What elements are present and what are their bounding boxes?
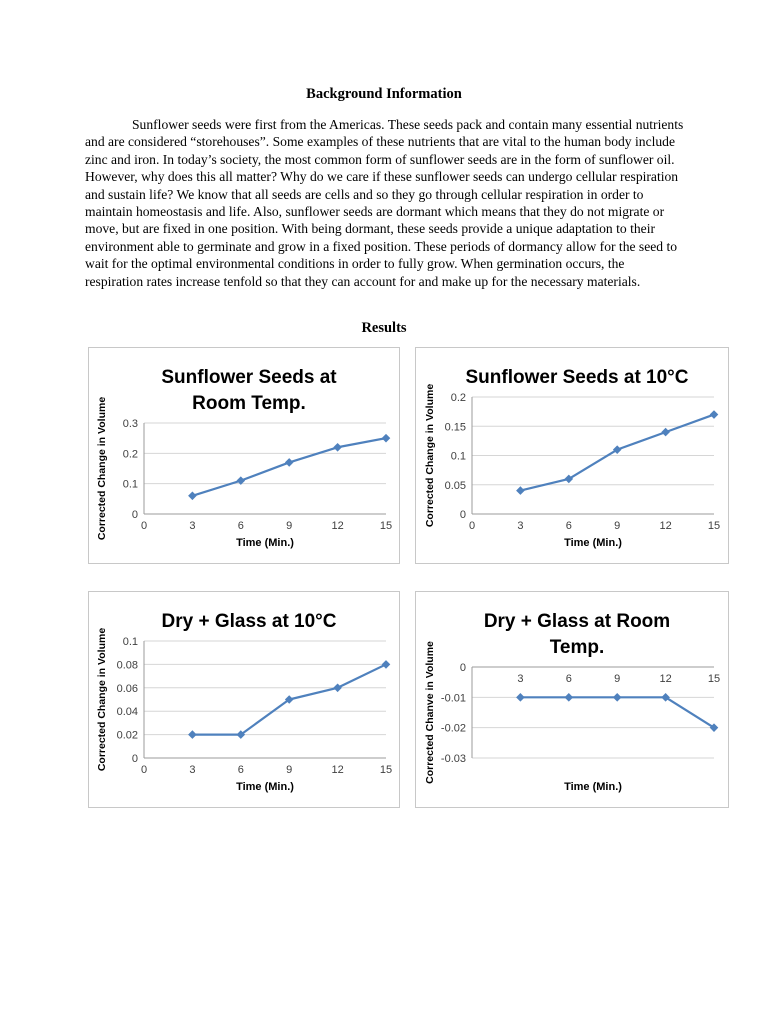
chart-title: Dry + Glass at 10°C <box>162 611 337 632</box>
x-axis-title: Time (Min.) <box>564 537 622 549</box>
chart-title: Sunflower Seeds at <box>161 367 337 388</box>
x-tick-label: 6 <box>238 520 244 532</box>
y-tick-label: -0.02 <box>441 723 466 735</box>
x-tick-label: 15 <box>708 673 720 685</box>
chart-canvas: Dry + Glass at 10°C 0 0.02 0.04 0.06 0.08 0.1 0… <box>96 611 392 793</box>
x-tick-label: 15 <box>380 764 392 776</box>
data-point-marker <box>516 486 525 495</box>
chart-dry-glass-room-temp: Dry + Glass at Room Temp. 0 -0.01 -0.02 -0.03… <box>415 590 729 808</box>
x-tick-label: 3 <box>517 520 523 532</box>
data-point-marker <box>381 660 391 669</box>
y-tick-label: 0 <box>460 662 466 674</box>
data-point-marker <box>381 433 391 443</box>
data-line <box>520 696 715 729</box>
background-information-heading: Background Information <box>306 86 462 102</box>
x-tick-label: 12 <box>331 520 343 532</box>
x-tick-label: 12 <box>659 520 671 532</box>
x-tick-label: 6 <box>566 520 572 532</box>
y-tick-label: 0 <box>132 753 138 765</box>
x-tick-label: 12 <box>659 673 671 685</box>
x-tick-label: 9 <box>286 764 292 776</box>
x-axis-title: Time (Min.) <box>236 537 294 549</box>
data-point-marker <box>333 442 342 452</box>
data-point-marker <box>236 476 246 485</box>
x-axis-title: Time (Min.) <box>564 781 622 793</box>
charts-grid: Sunflower Seeds at Room Temp. 0 0.1 0.2 0.3 0 3… <box>88 346 768 808</box>
y-axis-title: Corrected Chanve in Volume <box>424 641 436 784</box>
data-point-marker <box>333 683 342 693</box>
x-tick-label: 15 <box>708 520 720 532</box>
chart-canvas: Dry + Glass at Room Temp. 0 -0.01 -0.02 -0.03… <box>424 611 720 793</box>
data-point-marker <box>612 692 622 702</box>
results-heading: Results <box>361 319 407 336</box>
data-point-marker <box>709 723 719 732</box>
data-point-marker <box>612 445 622 454</box>
y-tick-label: 0.08 <box>117 659 138 671</box>
chart-canvas: Sunflower Seeds at 10°C 0 0.05 0.1 0.15 0.2 0 3… <box>424 367 720 549</box>
data-point-marker <box>564 692 574 702</box>
y-tick-label: -0.01 <box>441 692 466 704</box>
x-tick-label: 0 <box>141 520 147 532</box>
y-tick-label: 0.1 <box>123 479 138 491</box>
y-tick-label: 0.02 <box>117 730 138 742</box>
x-tick-label: 3 <box>189 764 195 776</box>
y-tick-label: 0.1 <box>451 450 466 462</box>
y-axis-title: Corrected Change in Volume <box>96 397 108 540</box>
data-point-marker <box>236 730 246 739</box>
data-point-marker <box>564 474 574 484</box>
x-tick-label: 6 <box>566 673 572 685</box>
chart-title: Dry + Glass at Room <box>484 611 670 632</box>
data-point-marker <box>709 410 719 419</box>
y-tick-label: -0.03 <box>441 753 466 765</box>
y-tick-label: 0.06 <box>117 683 138 695</box>
data-point-marker <box>661 692 670 702</box>
x-tick-label: 3 <box>189 520 195 532</box>
y-axis-title: Corrected Change in Volume <box>96 628 108 771</box>
document-page: Background Information Sunflower seeds w… <box>85 86 768 808</box>
chart-sunflower-10c: Sunflower Seeds at 10°C 0 0.05 0.1 0.15 0.2 0 3… <box>415 346 729 564</box>
x-tick-label: 15 <box>380 520 392 532</box>
y-tick-label: 0 <box>460 509 466 521</box>
data-point-marker <box>284 458 294 467</box>
background-paragraph: Sunflower seeds were first from the Amer… <box>85 117 684 289</box>
data-point-marker <box>516 692 525 702</box>
data-point-marker <box>188 730 197 739</box>
data-point-marker <box>661 427 670 437</box>
x-tick-label: 12 <box>331 764 343 776</box>
x-tick-label: 0 <box>141 764 147 776</box>
y-tick-label: 0.2 <box>123 448 138 460</box>
y-tick-label: 0.2 <box>451 392 466 404</box>
y-tick-label: 0.05 <box>445 480 466 492</box>
chart-canvas: Sunflower Seeds at Room Temp. 0 0.1 0.2 0.3 0 3… <box>96 367 392 549</box>
x-tick-label: 0 <box>469 520 475 532</box>
x-axis-title: Time (Min.) <box>236 781 294 793</box>
data-line <box>192 436 387 497</box>
y-tick-label: 0.15 <box>445 421 466 433</box>
x-tick-label: 9 <box>286 520 292 532</box>
y-tick-label: 0 <box>132 509 138 521</box>
x-tick-label: 6 <box>238 764 244 776</box>
data-point-marker <box>188 491 197 501</box>
x-tick-label: 9 <box>614 520 620 532</box>
chart-title: Room Temp. <box>192 393 306 414</box>
y-tick-label: 0.1 <box>123 636 138 648</box>
y-tick-label: 0.04 <box>117 706 138 718</box>
y-axis-title: Corrected Change in Volume <box>424 384 436 527</box>
y-tick-label: 0.3 <box>123 418 138 430</box>
chart-sunflower-room-temp: Sunflower Seeds at Room Temp. 0 0.1 0.2 0.3 0 3… <box>88 346 400 564</box>
x-tick-label: 3 <box>517 673 523 685</box>
chart-title: Temp. <box>550 637 605 658</box>
chart-dry-glass-10c: Dry + Glass at 10°C 0 0.02 0.04 0.06 0.08 0.1 0… <box>88 590 400 808</box>
chart-title: Sunflower Seeds at 10°C <box>466 367 689 388</box>
x-tick-label: 9 <box>614 673 620 685</box>
